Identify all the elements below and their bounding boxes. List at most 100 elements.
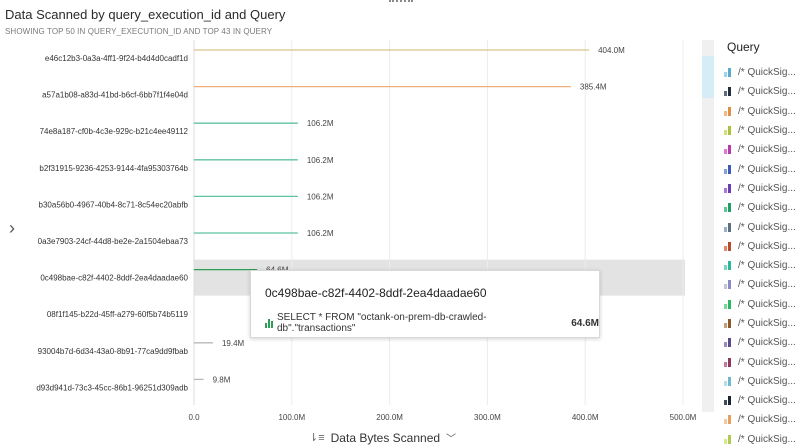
y-tick-label: a57a1b08-a83d-41bd-b6cf-6bb7f1f4e04d bbox=[42, 91, 188, 100]
legend-swatch bbox=[724, 106, 735, 116]
legend-item[interactable]: /* QuickSig... bbox=[724, 102, 796, 121]
x-tick-label: 400.0M bbox=[572, 413, 599, 422]
legend-swatch bbox=[724, 241, 735, 251]
x-tick-label: 100.0M bbox=[278, 413, 305, 422]
bar-chart: 0.0 100.0M 200.0M 300.0M 400.0M 500.0M e46c12b… bbox=[36, 40, 697, 422]
tooltip-value: 64.6M bbox=[571, 317, 599, 329]
legend-item-label: /* QuickSig... bbox=[738, 182, 796, 194]
y-tick-label: b30a56b0-4967-40b4-8c71-8c54ec20abfb bbox=[39, 200, 189, 209]
legend-swatch bbox=[724, 203, 735, 213]
legend-item[interactable]: /* QuickSig... bbox=[724, 430, 796, 448]
legend-swatch bbox=[724, 434, 735, 444]
legend-item[interactable]: /* QuickSig... bbox=[724, 295, 796, 314]
legend-item[interactable]: /* QuickSig... bbox=[724, 391, 796, 410]
legend-swatch bbox=[724, 261, 735, 271]
legend-swatch bbox=[724, 87, 735, 97]
legend-item[interactable]: /* QuickSig... bbox=[724, 217, 796, 236]
legend-swatch bbox=[724, 126, 735, 136]
bar-chart-icon bbox=[265, 318, 273, 328]
legend-item-label: /* QuickSig... bbox=[738, 125, 796, 137]
legend-item[interactable]: /* QuickSig... bbox=[724, 333, 796, 352]
legend-item-label: /* QuickSig... bbox=[738, 375, 796, 387]
x-tick-label: 300.0M bbox=[474, 413, 501, 422]
legend-item[interactable]: /* QuickSig... bbox=[724, 410, 796, 429]
legend-item-label: /* QuickSig... bbox=[738, 433, 796, 445]
legend-swatch bbox=[724, 280, 735, 290]
legend-item[interactable]: /* QuickSig... bbox=[724, 121, 796, 140]
x-tick-label: 200.0M bbox=[376, 413, 403, 422]
legend-item-label: /* QuickSig... bbox=[738, 395, 796, 407]
legend-swatch bbox=[724, 183, 735, 193]
x-axis-title[interactable]: ⇂≡ Data Bytes Scanned ﹀ bbox=[309, 430, 457, 446]
x-axis-title-label: Data Bytes Scanned bbox=[330, 430, 441, 445]
tooltip: 0c498bae-c82f-4402-8ddf-2ea4daadae60 SEL… bbox=[250, 270, 600, 338]
legend-scrollbar[interactable] bbox=[702, 40, 714, 412]
y-tick-label: 93004b7d-6d34-43a0-8b91-77ca9dd9fbab bbox=[38, 347, 189, 356]
legend-item-label: /* QuickSig... bbox=[738, 86, 796, 98]
y-tick-label: 08f1f145-b22d-45ff-a279-60f5b74b5119 bbox=[47, 310, 189, 319]
legend-item[interactable]: /* QuickSig... bbox=[724, 352, 796, 371]
legend-item-label: /* QuickSig... bbox=[738, 67, 796, 79]
legend-item-label: /* QuickSig... bbox=[738, 202, 796, 214]
legend-swatch bbox=[724, 68, 735, 78]
legend-scrollbar-thumb[interactable] bbox=[702, 56, 714, 98]
legend-item[interactable]: /* QuickSig... bbox=[724, 237, 796, 256]
legend-item[interactable]: /* QuickSig... bbox=[724, 198, 796, 217]
y-tick-label: 0a3e7903-24cf-44d8-be2e-2a1504ebaa73 bbox=[38, 237, 189, 246]
legend-item-label: /* QuickSig... bbox=[738, 356, 796, 368]
chart-subtitle: SHOWING TOP 50 IN QUERY_EXECUTION_ID AND… bbox=[5, 27, 273, 36]
legend-item[interactable]: /* QuickSig... bbox=[724, 256, 796, 275]
tooltip-query: SELECT * FROM "octank-on-prem-db-crawled… bbox=[277, 312, 487, 334]
legend-swatch bbox=[724, 357, 735, 367]
legend-item-label: /* QuickSig... bbox=[738, 318, 796, 329]
y-tick-label: 0c498bae-c82f-4402-8ddf-2ea4daadae60 bbox=[40, 274, 188, 283]
legend-item-label: /* QuickSig... bbox=[738, 105, 796, 117]
data-label: 385.4M bbox=[580, 83, 607, 92]
legend-title: Query bbox=[727, 40, 760, 54]
legend-item[interactable]: /* QuickSig... bbox=[724, 275, 796, 294]
legend-item[interactable]: /* QuickSig... bbox=[724, 179, 796, 198]
chevron-right-icon[interactable]: › bbox=[9, 218, 15, 238]
y-tick-label: 74e8a187-cf0b-4c3e-929c-b21c4ee49112 bbox=[40, 127, 189, 136]
legend-item-label: /* QuickSig... bbox=[738, 337, 796, 349]
legend-items: /* QuickSig... /* QuickSig... /* QuickSig.… bbox=[724, 63, 796, 448]
sort-icon[interactable]: ⇂≡ bbox=[309, 432, 325, 444]
x-tick-label: 500.0M bbox=[670, 413, 697, 422]
legend-item-label: /* QuickSig... bbox=[738, 144, 796, 156]
data-label: 9.8M bbox=[213, 375, 231, 384]
chevron-down-icon[interactable]: ﹀ bbox=[446, 434, 457, 445]
legend-swatch bbox=[724, 396, 735, 406]
legend-swatch bbox=[724, 319, 735, 328]
chart-title: Data Scanned by query_execution_id and Q… bbox=[5, 7, 286, 22]
data-label: 106.2M bbox=[307, 119, 334, 128]
legend-item[interactable]: /* QuickSig... bbox=[724, 314, 796, 333]
y-tick-label: d93d941d-73c3-45cc-86b1-96251d309adb bbox=[36, 383, 188, 392]
legend: Query /* QuickSig.../* QuickSig.../* Qui… bbox=[702, 36, 800, 448]
legend-swatch bbox=[724, 338, 735, 348]
legend-item[interactable]: /* QuickSig... bbox=[724, 140, 796, 159]
data-label: 106.2M bbox=[307, 229, 334, 238]
y-tick-label: b2f31915-9236-4253-9144-4fa95303764b bbox=[39, 164, 188, 173]
tooltip-title: 0c498bae-c82f-4402-8ddf-2ea4daadae60 bbox=[265, 286, 487, 300]
legend-item[interactable]: /* QuickSig... bbox=[724, 82, 796, 101]
drag-handle[interactable] bbox=[389, 0, 413, 5]
legend-swatch bbox=[724, 164, 735, 174]
legend-swatch bbox=[724, 376, 735, 386]
tooltip-row: SELECT * FROM "octank-on-prem-db-crawled… bbox=[265, 312, 599, 334]
legend-item-label: /* QuickSig... bbox=[738, 163, 796, 175]
legend-item-label: /* QuickSig... bbox=[738, 414, 796, 426]
legend-item-label: /* QuickSig... bbox=[738, 260, 796, 272]
data-label: 404.0M bbox=[598, 46, 625, 55]
legend-item-label: /* QuickSig... bbox=[738, 298, 796, 310]
legend-item-label: /* QuickSig... bbox=[738, 240, 796, 252]
y-tick-label: e46c12b3-0a3a-4ff1-9f24-b4d4d0cadf1d bbox=[45, 54, 188, 63]
legend-swatch bbox=[724, 145, 735, 155]
x-tick-label: 0.0 bbox=[188, 413, 200, 422]
data-label: 106.2M bbox=[307, 156, 334, 165]
legend-item[interactable]: /* QuickSig... bbox=[724, 63, 796, 82]
legend-item-label: /* QuickSig... bbox=[738, 279, 796, 291]
legend-item[interactable]: /* QuickSig... bbox=[724, 159, 796, 178]
legend-item-label: /* QuickSig... bbox=[738, 221, 796, 233]
data-label: 19.4M bbox=[222, 339, 245, 348]
legend-item[interactable]: /* QuickSig... bbox=[724, 372, 796, 391]
